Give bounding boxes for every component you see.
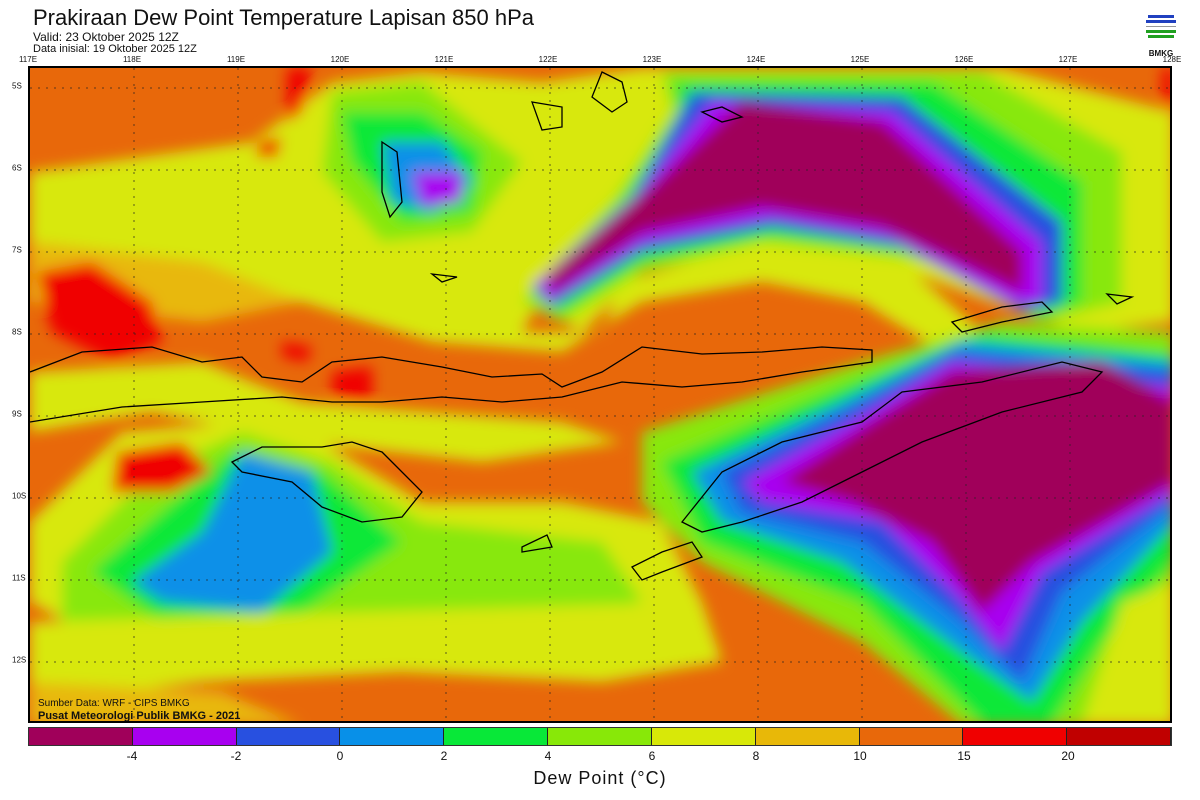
lat-label: 6S (12, 163, 22, 173)
colorbar-bin (859, 728, 964, 745)
colorbar-tick-label: 15 (957, 749, 971, 763)
credit: Pusat Meteorologi Publik BMKG - 2021 (38, 710, 241, 722)
lon-label: 119E (226, 55, 246, 64)
colorbar-bin (29, 728, 133, 745)
coastlines (30, 71, 1135, 581)
colorbar-tick-label: 10 (853, 749, 867, 763)
data-source: Sumber Data: WRF - CIPS BMKG (38, 698, 190, 709)
lon-label: 127E (1058, 55, 1078, 64)
lat-label: 12S (12, 655, 27, 665)
logo-text: BMKG (1148, 49, 1174, 58)
valid-time: Valid: 23 Oktober 2025 12Z (33, 30, 179, 44)
colorbar (28, 727, 1172, 746)
page-title: Prakiraan Dew Point Temperature Lapisan … (33, 5, 535, 30)
lon-label: 121E (434, 55, 454, 64)
lon-label: 128E (1162, 55, 1182, 64)
bmkg-logo-icon (1145, 11, 1177, 43)
colorbar-bin (651, 728, 756, 745)
colorbar-tick-label: -4 (126, 749, 138, 763)
lon-label: 118E (122, 55, 142, 64)
colorbar-bin (340, 728, 445, 745)
colorbar-tick-label: 2 (440, 749, 448, 763)
colorbar-tick-label: -2 (230, 749, 242, 763)
colorbar-bin (755, 728, 860, 745)
colorbar-bin (1067, 728, 1171, 745)
colorbar-bin (236, 728, 341, 745)
lat-label: 9S (12, 409, 22, 419)
lon-label: 124E (746, 55, 766, 64)
colorbar-tick-label: 8 (752, 749, 760, 763)
dew-point-field (30, 68, 1170, 721)
bmkg-logo: BMKG (1143, 10, 1179, 58)
lon-label: 125E (850, 55, 870, 64)
colorbar-bin (963, 728, 1068, 745)
lat-label: 10S (12, 491, 27, 501)
colorbar-label: Dew Point (°C) (533, 768, 667, 788)
lat-label: 5S (12, 81, 22, 91)
colorbar-bin (444, 728, 549, 745)
colorbar-tick-label: 20 (1061, 749, 1075, 763)
colorbar-tick-label: 6 (648, 749, 656, 763)
lon-label: 117E (18, 55, 38, 64)
lon-label: 120E (330, 55, 350, 64)
lat-label: 11S (12, 573, 26, 583)
dew-point-map[interactable]: Sumber Data: WRF - CIPS BMKG Pusat Meteo… (28, 66, 1172, 723)
lon-label: 122E (538, 55, 558, 64)
lon-label: 126E (954, 55, 974, 64)
initial-time: Data inisial: 19 Oktober 2025 12Z (33, 43, 197, 55)
colorbar-bin (548, 728, 652, 745)
lat-label: 8S (12, 327, 22, 337)
colorbar-tick-label: 4 (544, 749, 552, 763)
lon-label: 123E (642, 55, 662, 64)
colorbar-tick-label: 0 (336, 749, 344, 763)
colorbar-bin (132, 728, 237, 745)
lat-label: 7S (12, 245, 22, 255)
